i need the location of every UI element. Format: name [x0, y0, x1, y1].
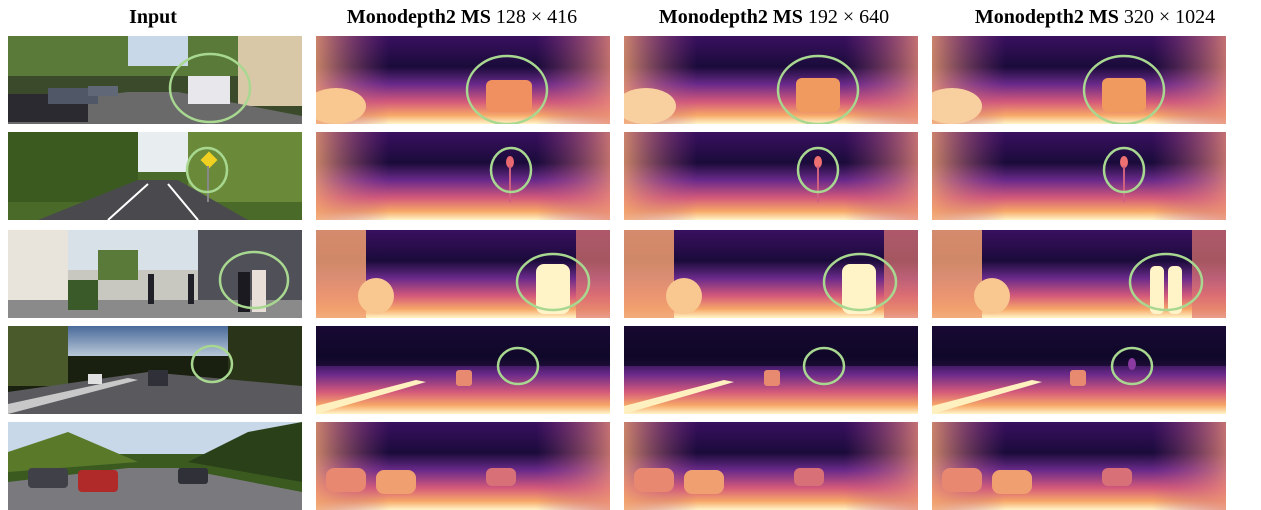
depth-map-row3-col1 — [316, 230, 610, 318]
input-image-row4 — [8, 326, 302, 414]
depth-map-row4-col1 — [316, 326, 610, 414]
header-input: Input — [129, 6, 177, 28]
input-image-row2 — [8, 132, 302, 220]
header-col3: Monodepth2 MS 320 × 1024 — [974, 6, 1216, 28]
depth-map-row1-col2 — [624, 36, 918, 124]
header-col1: Monodepth2 MS 128 × 416 — [346, 6, 578, 28]
depth-map-row3-col3 — [932, 230, 1226, 318]
depth-map-row4-col2 — [624, 326, 918, 414]
depth-map-row5-col1 — [316, 422, 610, 510]
input-image-row5 — [8, 422, 302, 510]
depth-map-row3-col2 — [624, 230, 918, 318]
depth-map-row1-col3 — [932, 36, 1226, 124]
depth-map-row2-col3 — [932, 132, 1226, 220]
depth-map-row2-col1 — [316, 132, 610, 220]
depth-map-row4-col3 — [932, 326, 1226, 414]
depth-map-row2-col2 — [624, 132, 918, 220]
header-col2: Monodepth2 MS 192 × 640 — [658, 6, 890, 28]
depth-map-row5-col3 — [932, 422, 1226, 510]
input-image-row1 — [8, 36, 302, 124]
depth-map-row1-col1 — [316, 36, 610, 124]
input-image-row3 — [8, 230, 302, 318]
depth-map-row5-col2 — [624, 422, 918, 510]
